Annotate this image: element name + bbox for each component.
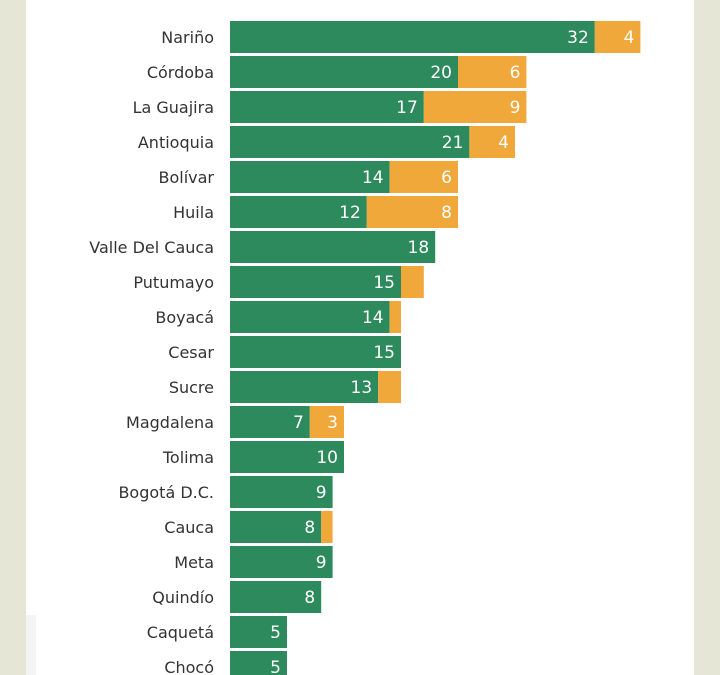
category-label-caqueta: Caquetá — [147, 623, 214, 642]
data-label-bolivar-series-2: 6 — [441, 168, 452, 188]
category-label-choco: Chocó — [164, 658, 214, 675]
category-label-bolivar: Bolívar — [158, 168, 214, 187]
bar-la-guajira-series-2[interactable] — [423, 91, 527, 123]
bar-caqueta-series-1[interactable] — [230, 616, 287, 648]
category-label-valle-del-cauca: Valle Del Cauca — [89, 238, 214, 257]
category-label-antioquia: Antioquia — [138, 133, 214, 152]
data-label-meta-series-1: 9 — [316, 553, 327, 573]
bar-sucre-series-2[interactable] — [378, 371, 401, 403]
data-label-caqueta-series-1: 5 — [270, 623, 281, 643]
category-label-boyaca: Boyacá — [155, 308, 214, 327]
bar-bogota-d-c-series-1[interactable] — [230, 476, 333, 508]
category-label-cauca: Cauca — [164, 518, 214, 537]
bar-meta-series-1[interactable] — [230, 546, 333, 578]
category-label-tolima: Tolima — [162, 448, 214, 467]
data-label-la-guajira-series-1: 17 — [396, 98, 418, 118]
category-label-huila: Huila — [173, 203, 214, 222]
data-label-huila-series-2: 8 — [441, 203, 452, 223]
bar-huila-series-1[interactable] — [230, 196, 367, 228]
bar-quindio-series-1[interactable] — [230, 581, 322, 613]
bar-bolivar-series-1[interactable] — [230, 161, 390, 193]
bar-cauca-series-2[interactable] — [321, 511, 333, 543]
bar-magdalena-series-1[interactable] — [230, 406, 310, 438]
bar-cesar-series-1[interactable] — [230, 336, 401, 368]
data-label-valle-del-cauca-series-1: 18 — [408, 238, 430, 258]
side-strip — [26, 615, 36, 675]
data-label-tolima-series-1: 10 — [316, 448, 338, 468]
bar-putumayo-series-2[interactable] — [401, 266, 424, 298]
bar-putumayo-series-1[interactable] — [230, 266, 401, 298]
bar-sucre-series-1[interactable] — [230, 371, 379, 403]
bar-narino-series-2[interactable] — [594, 21, 641, 53]
category-label-cordoba: Córdoba — [147, 63, 214, 82]
data-label-boyaca-series-1: 14 — [362, 308, 384, 328]
data-label-quindio-series-1: 8 — [304, 588, 315, 608]
bar-huila-series-2[interactable] — [366, 196, 458, 228]
data-label-antioquia-series-2: 4 — [498, 133, 509, 153]
data-label-bogota-d-c-series-1: 9 — [316, 483, 327, 503]
bar-choco-series-1[interactable] — [230, 651, 287, 675]
bar-bolivar-series-2[interactable] — [389, 161, 458, 193]
data-label-antioquia-series-1: 21 — [442, 133, 464, 153]
data-label-magdalena-series-2: 3 — [327, 413, 338, 433]
bar-la-guajira-series-1[interactable] — [230, 91, 424, 123]
bar-antioquia-series-1[interactable] — [230, 126, 470, 158]
category-label-cesar: Cesar — [168, 343, 214, 362]
data-label-cauca-series-1: 8 — [304, 518, 315, 538]
data-label-cesar-series-1: 15 — [373, 343, 395, 363]
data-label-bolivar-series-1: 14 — [362, 168, 384, 188]
data-label-narino-series-2: 4 — [624, 28, 635, 48]
data-label-sucre-series-1: 13 — [351, 378, 373, 398]
bar-boyaca-series-1[interactable] — [230, 301, 390, 333]
bar-tolima-series-1[interactable] — [230, 441, 344, 473]
category-label-la-guajira: La Guajira — [133, 98, 214, 117]
category-label-narino: Nariño — [161, 28, 214, 47]
category-label-bogota-d-c: Bogotá D.C. — [118, 483, 214, 502]
data-label-magdalena-series-1: 7 — [293, 413, 304, 433]
data-label-huila-series-1: 12 — [339, 203, 361, 223]
bar-cordoba-series-2[interactable] — [458, 56, 527, 88]
bar-valle-del-cauca-series-1[interactable] — [230, 231, 436, 263]
bar-antioquia-series-2[interactable] — [469, 126, 515, 158]
category-label-sucre: Sucre — [169, 378, 214, 397]
bar-boyaca-series-2[interactable] — [389, 301, 401, 333]
data-label-narino-series-1: 32 — [567, 28, 589, 48]
data-label-choco-series-1: 5 — [270, 658, 281, 675]
bar-narino-series-1[interactable] — [230, 21, 595, 53]
data-label-putumayo-series-1: 15 — [373, 273, 395, 293]
category-label-putumayo: Putumayo — [133, 273, 214, 292]
category-label-magdalena: Magdalena — [126, 413, 214, 432]
data-label-cordoba-series-1: 20 — [430, 63, 452, 83]
category-label-quindio: Quindío — [152, 588, 214, 607]
bar-magdalena-series-2[interactable] — [309, 406, 344, 438]
category-label-meta: Meta — [174, 553, 214, 572]
data-label-la-guajira-series-2: 9 — [510, 98, 521, 118]
bar-cauca-series-1[interactable] — [230, 511, 322, 543]
data-label-cordoba-series-2: 6 — [510, 63, 521, 83]
bar-cordoba-series-1[interactable] — [230, 56, 458, 88]
